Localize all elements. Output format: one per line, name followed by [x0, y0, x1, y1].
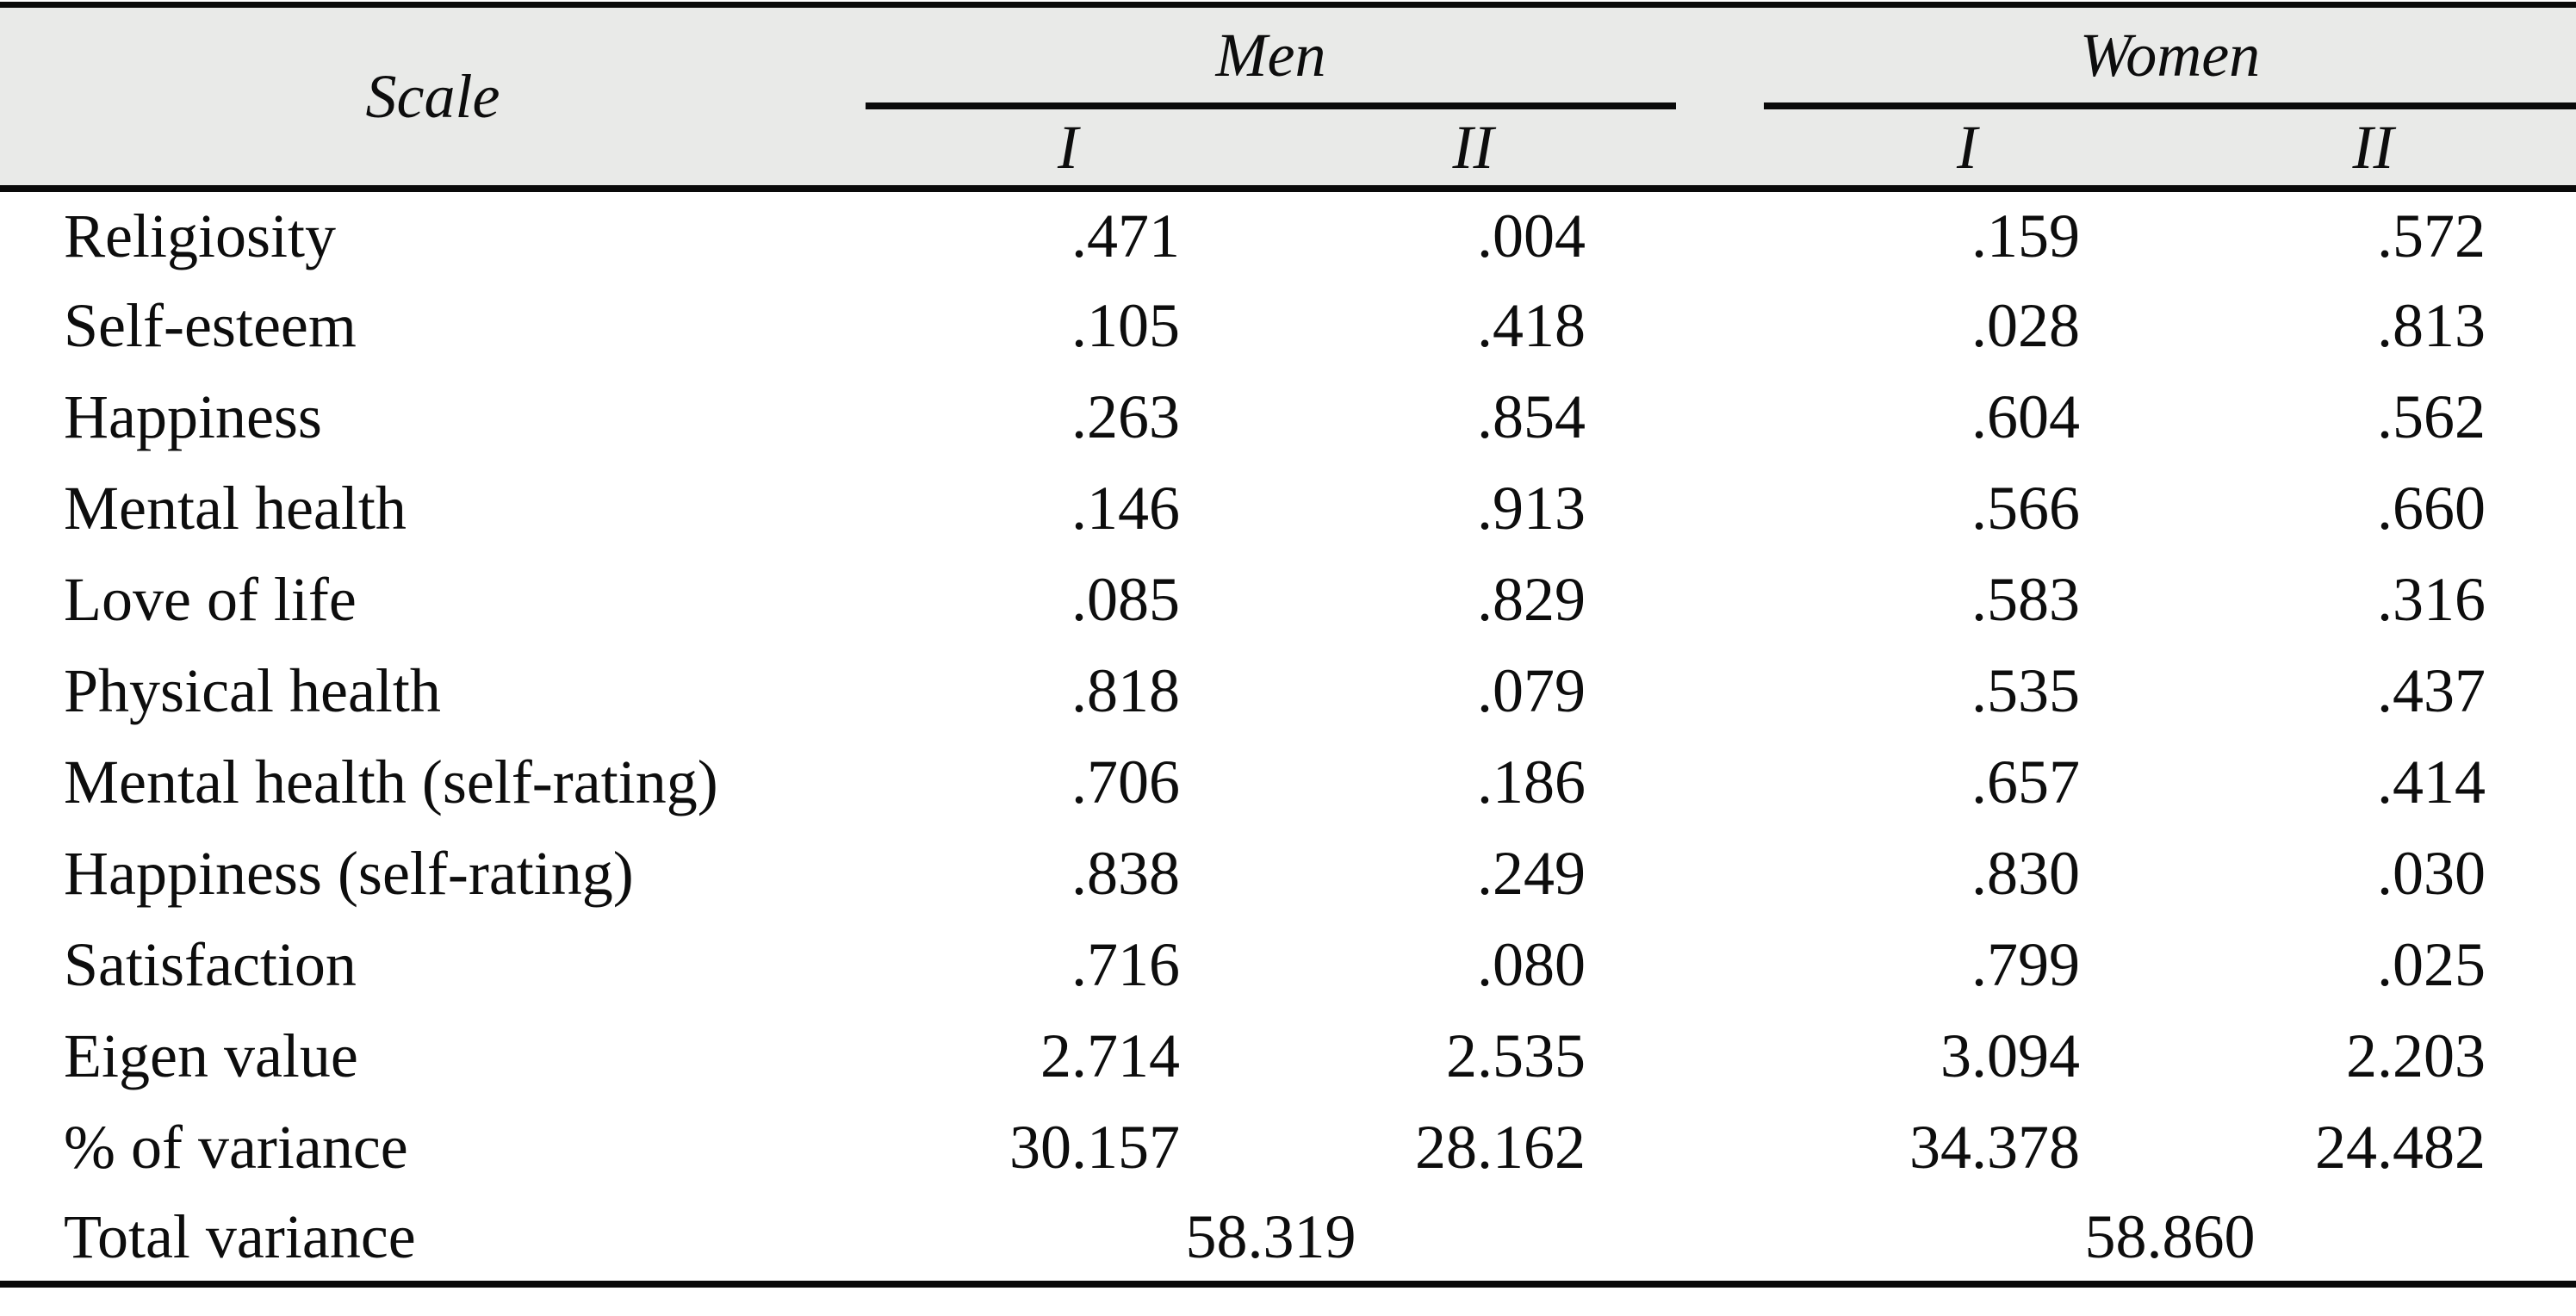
- table-row: Mental health .146 .913 .566 .660: [0, 462, 2576, 554]
- women-factor-i-header: I: [1764, 106, 2170, 192]
- men-ii-value: .249: [1477, 838, 1586, 908]
- women-ii-value: 2.203: [2346, 1021, 2486, 1090]
- row-label: Self-esteem: [64, 290, 357, 360]
- men-factor-i-header: I: [866, 106, 1270, 192]
- women-i-value: .657: [1971, 747, 2080, 816]
- men-ii-value: 2.535: [1446, 1021, 1586, 1090]
- row-label: Mental health: [64, 473, 407, 543]
- men-total-variance-value: 58.319: [866, 1193, 1676, 1288]
- women-i-value: .583: [1971, 564, 2080, 634]
- men-ii-value: .004: [1477, 201, 1586, 270]
- row-label: Physical health: [64, 655, 441, 725]
- men-i-value: .105: [1071, 290, 1180, 360]
- group-header-row: Scale Men Women: [0, 8, 2576, 192]
- women-ii-value: .030: [2377, 838, 2486, 908]
- men-i-value: .471: [1071, 201, 1180, 270]
- men-ii-value: .829: [1477, 564, 1586, 634]
- men-ii-value: .913: [1477, 473, 1586, 543]
- men-ii-value: .186: [1477, 747, 1586, 816]
- women-ii-value: .414: [2377, 747, 2486, 816]
- women-group-header: Women: [1764, 8, 2576, 109]
- row-label: Happiness (self-rating): [64, 838, 634, 908]
- table-row: Physical health .818 .079 .535 .437: [0, 645, 2576, 736]
- men-ii-value: .418: [1477, 290, 1586, 360]
- women-ii-value: .660: [2377, 473, 2486, 543]
- women-i-value: 3.094: [1940, 1021, 2080, 1090]
- men-group-header: Men: [866, 8, 1676, 109]
- table-row: Happiness (self-rating) .838 .249 .830 .…: [0, 828, 2576, 919]
- scale-column-header: Scale: [0, 8, 866, 192]
- row-label: % of variance: [64, 1112, 408, 1182]
- row-label: Mental health (self-rating): [64, 747, 718, 816]
- men-ii-value: 28.162: [1415, 1112, 1586, 1182]
- men-i-value: .838: [1071, 838, 1180, 908]
- factor-loadings-table: Scale Men Women I II I II Religiosity .4…: [0, 8, 2576, 1288]
- table-row: Satisfaction .716 .080 .799 .025: [0, 919, 2576, 1010]
- women-i-value: .566: [1971, 473, 2080, 543]
- women-i-value: .604: [1971, 382, 2080, 451]
- men-i-value: .716: [1071, 929, 1180, 999]
- paper-table-figure: Scale Men Women I II I II Religiosity .4…: [0, 2, 2576, 1288]
- women-ii-value: .025: [2377, 929, 2486, 999]
- women-factor-ii-header: II: [2170, 106, 2576, 192]
- table-row: Religiosity .471 .004 .159 .572: [0, 189, 2576, 280]
- table-row: Love of life .085 .829 .583 .316: [0, 554, 2576, 645]
- factor-header-row: I II I II: [0, 106, 2576, 192]
- women-i-value: 34.378: [1909, 1112, 2080, 1182]
- women-i-value: .830: [1971, 838, 2080, 908]
- women-ii-value: .813: [2377, 290, 2486, 360]
- men-i-value: .146: [1071, 473, 1180, 543]
- women-ii-value: .437: [2377, 655, 2486, 725]
- women-i-value: .028: [1971, 290, 2080, 360]
- row-label: Satisfaction: [64, 929, 357, 999]
- total-variance-row: Total variance 58.319 58.860: [0, 1193, 2576, 1288]
- men-i-value: .818: [1071, 655, 1180, 725]
- women-ii-value: 24.482: [2315, 1112, 2486, 1182]
- women-i-value: .535: [1971, 655, 2080, 725]
- row-label: Religiosity: [64, 201, 337, 270]
- men-i-value: .263: [1071, 382, 1180, 451]
- men-i-value: 2.714: [1040, 1021, 1180, 1090]
- women-ii-value: .562: [2377, 382, 2486, 451]
- women-i-value: .159: [1971, 201, 2080, 270]
- table-row: % of variance 30.157 28.162 34.378 24.48…: [0, 1102, 2576, 1193]
- men-i-value: 30.157: [1009, 1112, 1180, 1182]
- row-label: Total variance: [0, 1193, 866, 1288]
- table-row: Mental health (self-rating) .706 .186 .6…: [0, 736, 2576, 828]
- women-ii-value: .316: [2377, 564, 2486, 634]
- women-total-variance-value: 58.860: [1764, 1193, 2576, 1288]
- women-i-value: .799: [1971, 929, 2080, 999]
- table-row: Happiness .263 .854 .604 .562: [0, 371, 2576, 462]
- row-label: Love of life: [64, 564, 357, 634]
- table-row: Eigen value 2.714 2.535 3.094 2.203: [0, 1010, 2576, 1102]
- men-i-value: .706: [1071, 747, 1180, 816]
- men-ii-value: .080: [1477, 929, 1586, 999]
- men-ii-value: .854: [1477, 382, 1586, 451]
- table-row: Self-esteem .105 .418 .028 .813: [0, 280, 2576, 371]
- group-gap-spacer: [1676, 8, 1764, 192]
- men-i-value: .085: [1071, 564, 1180, 634]
- table-header: Scale Men Women I II I II: [0, 8, 2576, 192]
- men-ii-value: .079: [1477, 655, 1586, 725]
- women-ii-value: .572: [2377, 201, 2486, 270]
- row-label: Happiness: [64, 382, 322, 451]
- row-label: Eigen value: [64, 1021, 358, 1090]
- men-factor-ii-header: II: [1270, 106, 1676, 192]
- table-body: Religiosity .471 .004 .159 .572 Self-est…: [0, 189, 2576, 1288]
